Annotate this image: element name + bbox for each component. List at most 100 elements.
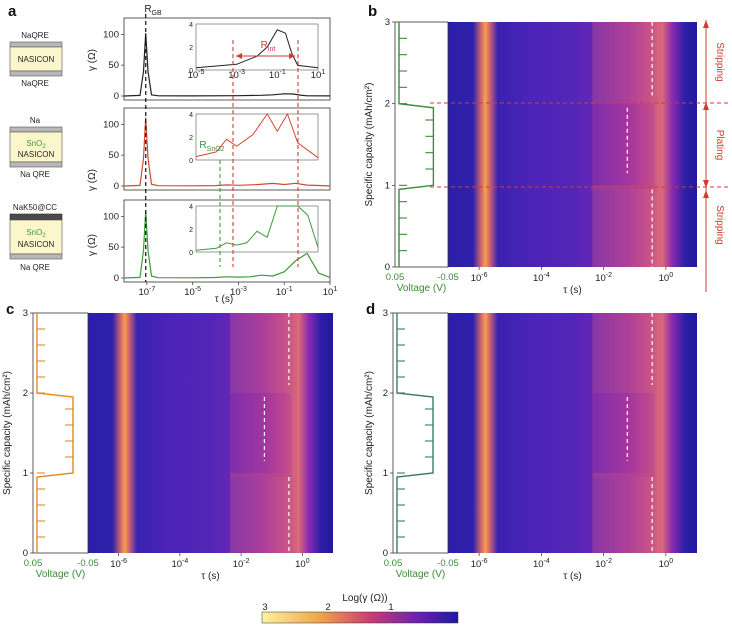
cell3-middle-label: NASICON — [18, 240, 55, 249]
tau-tick-label: 100 — [659, 272, 674, 284]
drt-frame — [123, 107, 331, 191]
heatmap-panel-d: 0 1 2 3 Specific capacity (mAh/cm²) 0.05 -0.05… — [364, 308, 697, 582]
drt-ytick-label: 0 — [114, 273, 119, 284]
inset-ytick-label: 0 — [189, 158, 193, 165]
drt-ytick-label: 50 — [108, 150, 119, 161]
heatmap-panel-c: 0 1 2 3 Specific capacity (mAh/cm²) 0.05 -0.05… — [2, 308, 333, 582]
inset-ytick-label: 0 — [189, 68, 193, 75]
heatmap-band — [592, 103, 655, 190]
drt-xtick-label: 10-7 — [138, 286, 155, 298]
panel-label-b: b — [368, 3, 377, 20]
heatmap-body — [448, 313, 697, 553]
voltage-line — [36, 313, 74, 553]
voltage-axes — [392, 312, 449, 554]
inset-ytick-label: 4 — [189, 112, 193, 119]
tau-tick-label: 10-4 — [171, 558, 188, 570]
inset-series-line — [195, 29, 319, 69]
tau-tick-label: 10-2 — [595, 272, 612, 284]
cell2-top-label: Na — [30, 116, 41, 125]
cell-schematic-2: Na SnO2 NASICON Na QRE — [9, 116, 63, 179]
capacity-axis-label: Specific capacity (mAh/cm²) — [2, 371, 13, 495]
inset-series-line — [195, 205, 319, 251]
drt-ytick-label: 100 — [103, 29, 119, 40]
panel-a-ylabel-mid: γ (Ω) — [87, 169, 98, 191]
voltage-axis-label: Voltage (V) — [397, 283, 446, 294]
heatmap-band — [592, 473, 655, 553]
voltage-axis-label: Voltage (V) — [36, 569, 85, 580]
drt-plots: 05010002410-510-310-11010501000240501000… — [103, 14, 337, 298]
drt-ytick-label: 100 — [103, 119, 119, 130]
capacity-tick-label: 0 — [383, 548, 388, 559]
inset-ytick-label: 4 — [189, 204, 193, 211]
inset-ytick-label: 2 — [189, 45, 193, 52]
capacity-axis-label: Specific capacity (mAh/cm²) — [364, 83, 375, 207]
inset-ytick-label: 2 — [189, 135, 193, 142]
heatmap-band — [230, 473, 292, 553]
voltage-line — [398, 22, 435, 267]
capacity-tick-label: 3 — [23, 308, 28, 319]
panel-label-c: c — [6, 301, 14, 318]
heatmap-band — [592, 185, 655, 267]
drt-xtick-label: 10-3 — [230, 286, 247, 298]
capacity-tick-label: 2 — [383, 388, 388, 399]
voltage-axes — [32, 312, 89, 554]
drt-inset-frame — [195, 23, 319, 71]
heatmap-body — [448, 22, 697, 267]
voltage-tick-label: 0.05 — [386, 272, 405, 283]
drt-xtick-label: 101 — [323, 286, 338, 298]
cell3-coating-label: SnO2 — [26, 228, 46, 239]
heatmap-band — [230, 393, 292, 477]
drt-inset-frame — [195, 205, 319, 253]
colorbar-tick-3: 3 — [262, 602, 267, 613]
drt-ytick-label: 50 — [108, 242, 119, 253]
colorbar-tick-1: 1 — [388, 602, 393, 613]
capacity-tick-label: 2 — [385, 99, 390, 110]
heatmap-band — [592, 22, 655, 104]
capacity-tick-label: 0 — [23, 548, 28, 559]
drt-series-line — [123, 33, 331, 97]
cell3-bottom-label: Na QRE — [20, 263, 50, 272]
capacity-tick-label: 0 — [385, 262, 390, 273]
tau-tick-label: 10-4 — [533, 558, 550, 570]
cell2-middle-label: NASICON — [18, 150, 55, 159]
inset-ytick-label: 2 — [189, 227, 193, 234]
tau-tick-label: 100 — [659, 558, 674, 570]
panel-label-a: a — [8, 3, 17, 20]
colorbar-label: Log(γ (Ω)) — [342, 593, 387, 604]
colorbar: Log(γ (Ω)) 3 2 1 — [261, 593, 459, 624]
inset-ytick-label: 4 — [189, 22, 193, 29]
zone-label-mid: Plating — [714, 130, 725, 161]
voltage-axes — [394, 21, 449, 268]
drt-inset-frame — [195, 113, 319, 161]
panel-label-d: d — [366, 301, 375, 318]
heatmap-band — [230, 313, 292, 393]
inset-series-line — [195, 112, 319, 159]
panel-a-ylabel-top: γ (Ω) — [87, 49, 98, 71]
voltage-tick-label: -0.05 — [77, 558, 99, 569]
tau-tick-label: 10-2 — [233, 558, 250, 570]
tau-axis-label: τ (s) — [201, 571, 219, 582]
tau-tick-label: 10-6 — [471, 272, 488, 284]
rsno2-annotation: RSnO2 — [199, 140, 224, 153]
drt-frame — [123, 199, 331, 283]
heatmap-body — [88, 313, 333, 553]
cell-schematic-3: NaK50@CC SnO2 NASICON Na QRE — [9, 203, 63, 272]
cell1-top-label: NaQRE — [21, 31, 49, 40]
rint-arrow-head-right — [289, 53, 295, 59]
voltage-axis-label: Voltage (V) — [396, 569, 445, 580]
capacity-tick-label: 1 — [383, 468, 388, 479]
tau-tick-label: 10-6 — [471, 558, 488, 570]
drt-ytick-label: 0 — [114, 91, 119, 102]
heatmap-band — [592, 313, 655, 393]
drt-xtick-label: 10-1 — [276, 286, 293, 298]
capacity-tick-label: 1 — [385, 180, 390, 191]
panel-a-ylabel-bot: γ (Ω) — [87, 234, 98, 256]
zone-label-bot: Stripping — [714, 205, 725, 244]
drt-ytick-label: 100 — [103, 211, 119, 222]
tau-tick-label: 10-6 — [110, 558, 127, 570]
cell-schematic-1: NaQRE NASICON NaQRE — [9, 31, 63, 88]
voltage-tick-label: -0.05 — [437, 558, 459, 569]
capacity-tick-label: 3 — [383, 308, 388, 319]
cell2-bottom-label: Na QRE — [20, 170, 50, 179]
heatmap-band — [592, 393, 655, 477]
